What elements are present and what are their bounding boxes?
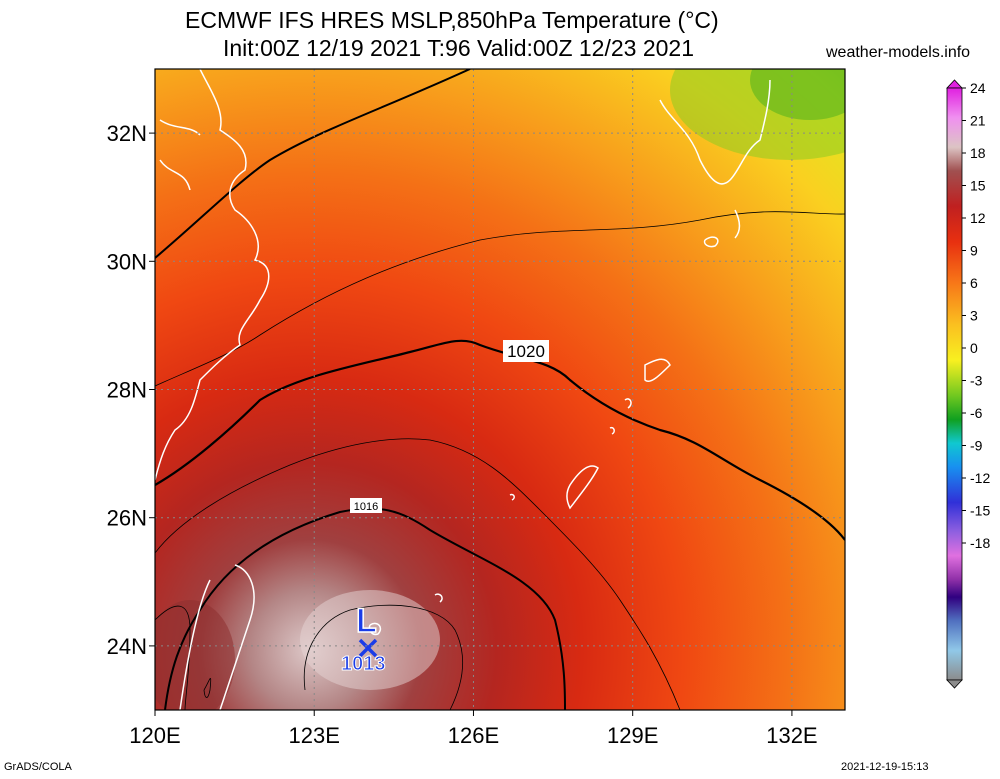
lon-tick-label: 123E <box>289 723 340 748</box>
coast-ryukyu <box>509 358 671 510</box>
render-timestamp: 2021-12-19-15:13 <box>841 761 929 773</box>
coast-miyako <box>368 593 443 636</box>
coast-china <box>155 69 270 481</box>
lat-tick-label: 32N <box>107 121 147 146</box>
lon-tick-label: 132E <box>766 723 817 748</box>
colorbar-label: -18 <box>970 535 990 551</box>
colorbar-scale <box>946 87 963 681</box>
isobar-1022 <box>155 211 845 387</box>
lat-tick-label: 28N <box>107 378 147 403</box>
lat-tick-label: 30N <box>107 249 147 274</box>
low-pressure-center: L 1013 <box>341 601 387 675</box>
lon-tick-label: 126E <box>448 723 499 748</box>
lat-tick-label: 26N <box>107 506 147 531</box>
colorbar-label: 0 <box>970 340 978 356</box>
colorbar-label: 9 <box>970 243 978 259</box>
isobar-small-2 <box>203 678 212 698</box>
temperature-field <box>155 69 845 710</box>
chart-subtitle: Init:00Z 12/19 2021 T:96 Valid:00Z 12/23… <box>223 35 695 61</box>
isobar-label-1016: 1016 <box>350 498 382 513</box>
colorbar-label: -3 <box>970 373 983 389</box>
isobar-1018 <box>155 438 681 710</box>
colorbar: 24 21 18 15 12 9 6 3 0 -3 -6 -9 -12 -15 -18 <box>946 79 990 689</box>
colorbar-label: 18 <box>970 145 986 161</box>
colorbar-label: -12 <box>970 470 990 486</box>
colorbar-label: 6 <box>970 275 978 291</box>
coast-korea-jeju <box>659 79 771 248</box>
colorbar-label: 24 <box>970 80 986 96</box>
colorbar-label: -6 <box>970 405 983 421</box>
colorbar-label: -15 <box>970 503 990 519</box>
svg-text:1020: 1020 <box>507 342 545 361</box>
software-credit: GrADS/COLA <box>4 761 72 773</box>
low-pressure-value: 1013 <box>341 653 386 675</box>
site-credit: weather-models.info <box>826 44 971 61</box>
axis-ticks: 120E 123E 126E 129E 132E 32N 30N 28N 26N 24N <box>107 121 818 748</box>
isobar-label-1020: 1020 <box>503 340 549 362</box>
gridlines <box>155 69 845 710</box>
lon-tick-label: 120E <box>129 723 180 748</box>
isobar-1024 <box>155 69 471 259</box>
colorbar-bottom-arrow <box>946 679 963 689</box>
low-symbol: L <box>356 602 377 640</box>
coast-taiwan <box>179 564 255 710</box>
lon-tick-label: 129E <box>607 723 658 748</box>
colorbar-label: 3 <box>970 308 978 324</box>
colorbar-label: 15 <box>970 178 986 194</box>
svg-text:1016: 1016 <box>354 501 378 513</box>
low-center-marker <box>358 638 378 658</box>
colorbar-label: -9 <box>970 438 983 454</box>
colorbar-label: 21 <box>970 113 986 129</box>
colorbar-label: 12 <box>970 210 986 226</box>
isobar-small <box>155 605 191 710</box>
chart-title: ECMWF IFS HRES MSLP,850hPa Temperature (… <box>185 7 719 33</box>
colorbar-top-arrow <box>946 79 963 89</box>
lat-tick-label: 24N <box>107 634 147 659</box>
